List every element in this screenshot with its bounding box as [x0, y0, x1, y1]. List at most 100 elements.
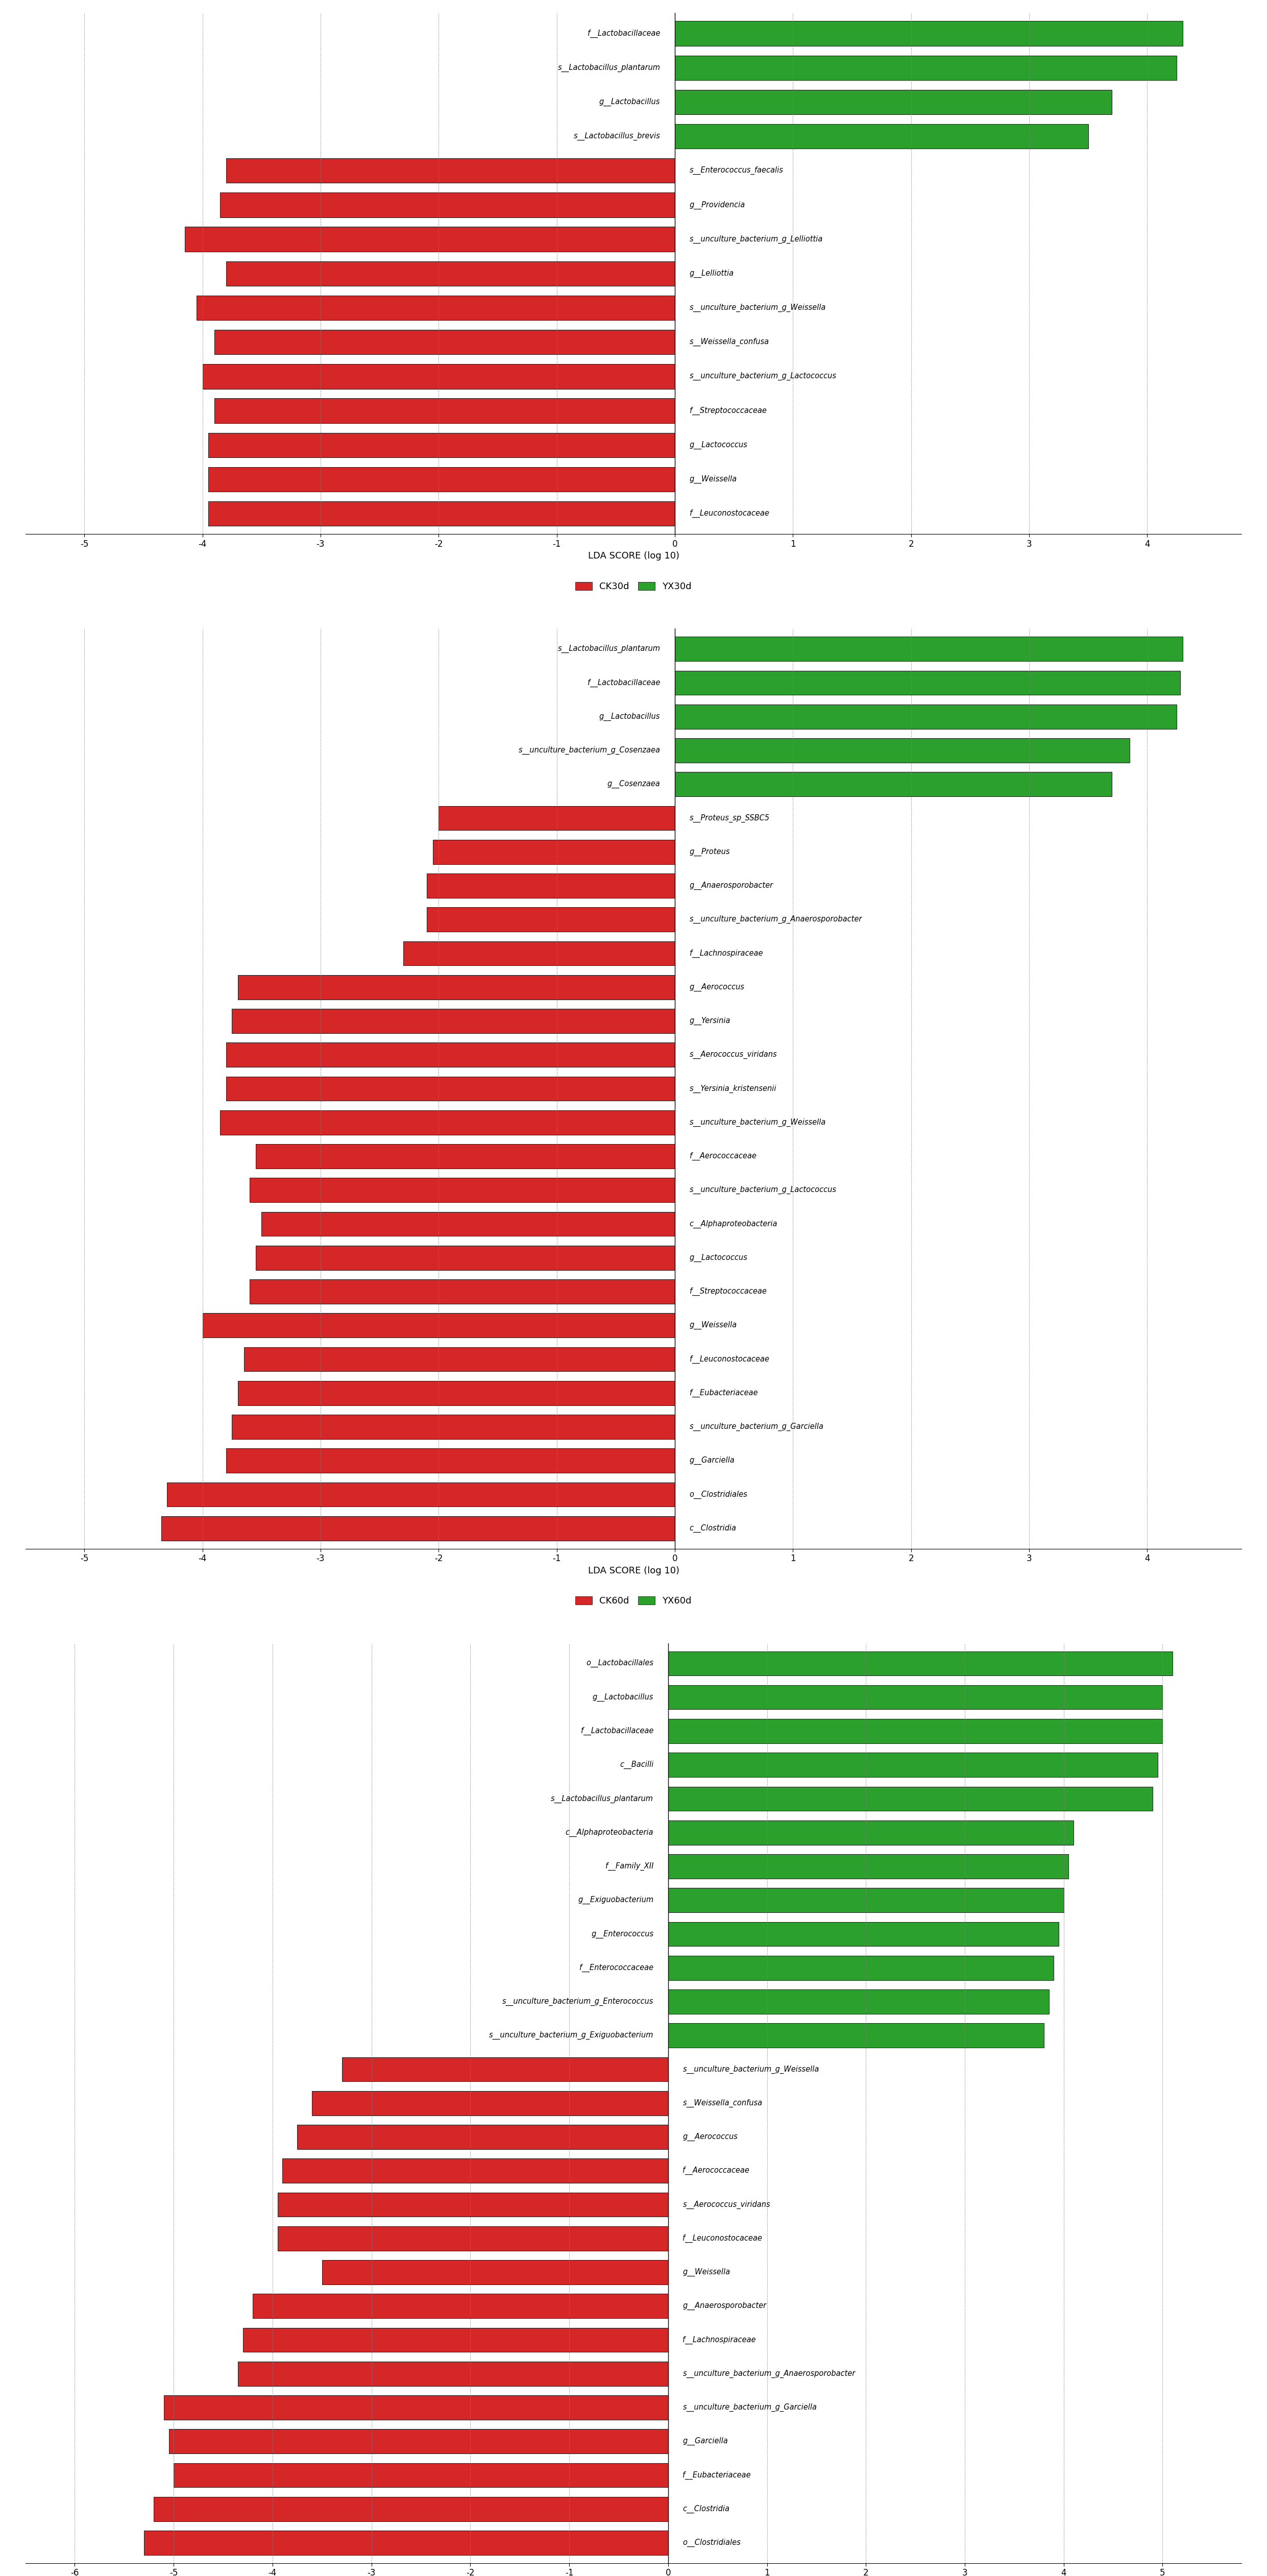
Bar [427, 873, 675, 899]
Bar [283, 2159, 668, 2182]
Bar [208, 466, 675, 492]
Text: g__Lactobacillus: g__Lactobacillus [599, 98, 660, 106]
Bar [256, 1144, 675, 1170]
Text: g__Enterococcus: g__Enterococcus [592, 1929, 654, 1937]
Bar [238, 976, 675, 999]
Text: s__Enterococcus_faecalis: s__Enterococcus_faecalis [689, 167, 783, 175]
Text: f__Lactobacillaceae: f__Lactobacillaceae [588, 677, 660, 688]
Bar [277, 2226, 668, 2251]
Text: f__Leuconostocaceae: f__Leuconostocaceae [683, 2233, 763, 2244]
Bar [433, 840, 675, 863]
Text: s__unculture_bacterium_g_Anaerosporobacter: s__unculture_bacterium_g_Anaerosporobact… [683, 2370, 855, 2378]
Bar [277, 2192, 668, 2218]
Text: s__unculture_bacterium_g_Weissella: s__unculture_bacterium_g_Weissella [689, 304, 826, 312]
Text: s__Weissella_confusa: s__Weissella_confusa [683, 2099, 763, 2107]
Text: g__Yersinia: g__Yersinia [689, 1018, 731, 1025]
Text: f__Streptococcaceae: f__Streptococcaceae [689, 1288, 767, 1296]
Text: f__Aerococcaceae: f__Aerococcaceae [689, 1151, 756, 1159]
Text: f__Aerococcaceae: f__Aerococcaceae [683, 2166, 750, 2174]
Text: f__Eubacteriaceae: f__Eubacteriaceae [683, 2470, 751, 2478]
Bar [163, 2396, 668, 2419]
Text: c__Alphaproteobacteria: c__Alphaproteobacteria [565, 1829, 654, 1837]
Bar [208, 433, 675, 459]
Text: s__Proteus_sp_SSBC5: s__Proteus_sp_SSBC5 [689, 814, 769, 822]
Bar [232, 1010, 675, 1033]
Text: o__Clostridiales: o__Clostridiales [689, 1492, 748, 1499]
Bar [226, 1043, 675, 1066]
Text: g__Lactobacillus: g__Lactobacillus [599, 714, 660, 721]
Text: s__unculture_bacterium_g_Cosenzaea: s__unculture_bacterium_g_Cosenzaea [518, 747, 660, 755]
Bar [668, 1752, 1158, 1777]
Bar [161, 1517, 675, 1540]
Text: f__Leuconostocaceae: f__Leuconostocaceae [689, 1355, 769, 1363]
Text: s__unculture_bacterium_g_Lactococcus: s__unculture_bacterium_g_Lactococcus [689, 374, 836, 381]
Text: c__Bacilli: c__Bacilli [620, 1762, 654, 1770]
Text: s__unculture_bacterium_g_Anaerosporobacter: s__unculture_bacterium_g_Anaerosporobact… [689, 914, 862, 925]
Bar [250, 1280, 675, 1303]
Text: s__Aerococcus_viridans: s__Aerococcus_viridans [689, 1051, 777, 1059]
Text: c__Clostridia: c__Clostridia [689, 1525, 736, 1533]
Text: g__Lactococcus: g__Lactococcus [689, 1255, 748, 1262]
Bar [668, 1718, 1163, 1744]
Bar [668, 1685, 1163, 1710]
Text: g__Proteus: g__Proteus [689, 848, 730, 855]
Bar [250, 1177, 675, 1203]
Text: g__Aerococcus: g__Aerococcus [689, 984, 745, 992]
Bar [196, 296, 675, 319]
Text: g__Anaerosporobacter: g__Anaerosporobacter [689, 881, 773, 889]
Bar [185, 227, 675, 252]
Text: g__Lelliottia: g__Lelliottia [689, 270, 734, 278]
Bar [675, 670, 1181, 696]
Bar [312, 2092, 668, 2115]
Bar [169, 2429, 668, 2452]
Text: s__Lactobacillus_plantarum: s__Lactobacillus_plantarum [551, 1795, 654, 1803]
Bar [226, 157, 675, 183]
Text: c__Alphaproteobacteria: c__Alphaproteobacteria [689, 1221, 778, 1229]
Bar [668, 1922, 1059, 1947]
Bar [261, 1211, 675, 1236]
Bar [203, 1314, 675, 1337]
Legend: CK15d, YX15d: CK15d, YX15d [571, 0, 696, 3]
Bar [668, 1821, 1073, 1844]
Bar [226, 1448, 675, 1473]
Bar [403, 940, 675, 966]
Bar [167, 1481, 675, 1507]
Text: s__Yersinia_kristensenii: s__Yersinia_kristensenii [689, 1084, 777, 1092]
Legend: CK30d, YX30d: CK30d, YX30d [571, 577, 696, 595]
Text: f__Lactobacillaceae: f__Lactobacillaceae [588, 28, 660, 39]
Text: g__Weissella: g__Weissella [683, 2267, 730, 2277]
Text: s__unculture_bacterium_g_Weissella: s__unculture_bacterium_g_Weissella [689, 1118, 826, 1126]
Bar [208, 502, 675, 526]
Bar [243, 1347, 675, 1370]
Bar [675, 57, 1177, 80]
Bar [243, 2329, 668, 2352]
Text: g__Anaerosporobacter: g__Anaerosporobacter [683, 2303, 767, 2311]
Bar [203, 363, 675, 389]
Bar [668, 1788, 1153, 1811]
Bar [298, 2125, 668, 2148]
Text: o__Lactobacillales: o__Lactobacillales [587, 1659, 654, 1667]
X-axis label: LDA SCORE (log 10): LDA SCORE (log 10) [588, 551, 679, 562]
Text: o__Clostridiales: o__Clostridiales [683, 2540, 741, 2548]
Text: f__Lachnospiraceae: f__Lachnospiraceae [683, 2336, 756, 2344]
Text: f__Enterococcaceae: f__Enterococcaceae [579, 1963, 654, 1973]
Text: s__unculture_bacterium_g_Enterococcus: s__unculture_bacterium_g_Enterococcus [502, 1996, 654, 2007]
Text: f__Leuconostocaceae: f__Leuconostocaceae [689, 510, 769, 518]
Text: f__Streptococcaceae: f__Streptococcaceae [689, 407, 767, 415]
Bar [675, 90, 1111, 113]
Legend: CK60d, YX60d: CK60d, YX60d [571, 1592, 696, 1610]
Bar [322, 2259, 668, 2285]
X-axis label: LDA SCORE (log 10): LDA SCORE (log 10) [588, 1566, 679, 1574]
Text: s__unculture_bacterium_g_Lactococcus: s__unculture_bacterium_g_Lactococcus [689, 1185, 836, 1195]
Bar [220, 1110, 675, 1133]
Text: f__Lactobacillaceae: f__Lactobacillaceae [580, 1726, 654, 1736]
Bar [256, 1247, 675, 1270]
Text: s__Lactobacillus_plantarum: s__Lactobacillus_plantarum [557, 64, 660, 72]
Text: s__Lactobacillus_brevis: s__Lactobacillus_brevis [574, 131, 660, 142]
Text: g__Aerococcus: g__Aerococcus [683, 2133, 737, 2141]
Bar [675, 773, 1111, 796]
Bar [253, 2293, 668, 2318]
Bar [668, 1955, 1054, 1981]
Text: f__Eubacteriaceae: f__Eubacteriaceae [689, 1388, 758, 1396]
Text: g__Garciella: g__Garciella [683, 2437, 729, 2445]
